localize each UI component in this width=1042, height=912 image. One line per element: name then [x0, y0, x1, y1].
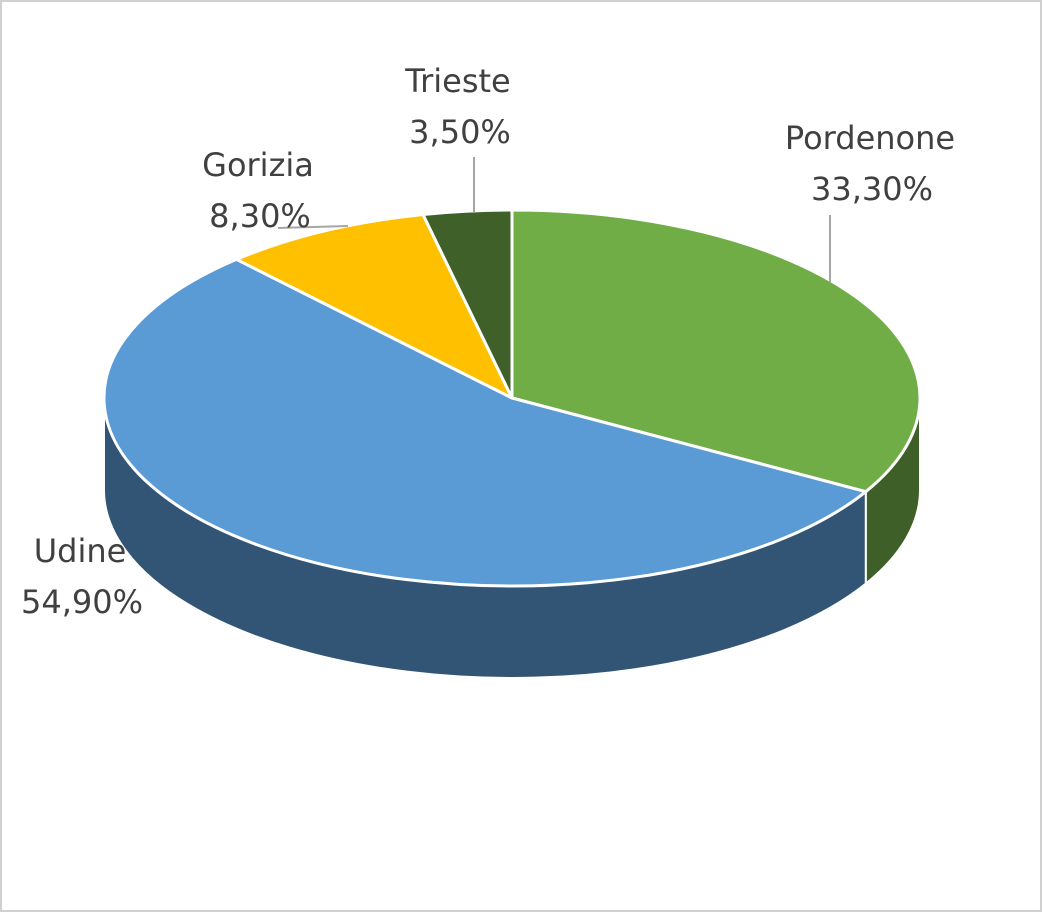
leader-lines: [277, 157, 831, 282]
pie: [102, 208, 922, 679]
pie-slice: [510, 208, 922, 494]
data-labels: Pordenone 33,30% Udine 54,90% Gorizia 8,30% Tr…: [21, 62, 955, 621]
category-label: Pordenone: [785, 119, 955, 157]
pie-slice: [421, 208, 514, 400]
category-label: Udine: [34, 532, 127, 570]
category-label: Gorizia: [202, 146, 314, 184]
value-label: 54,90%: [21, 583, 143, 621]
value-label: 33,30%: [811, 170, 933, 208]
pie-slice: [102, 257, 868, 588]
leader-line: [277, 225, 349, 229]
value-label: 8,30%: [209, 197, 311, 235]
value-label: 3,50%: [409, 113, 511, 151]
pie-slice: [234, 213, 514, 400]
category-label: Trieste: [404, 62, 510, 100]
